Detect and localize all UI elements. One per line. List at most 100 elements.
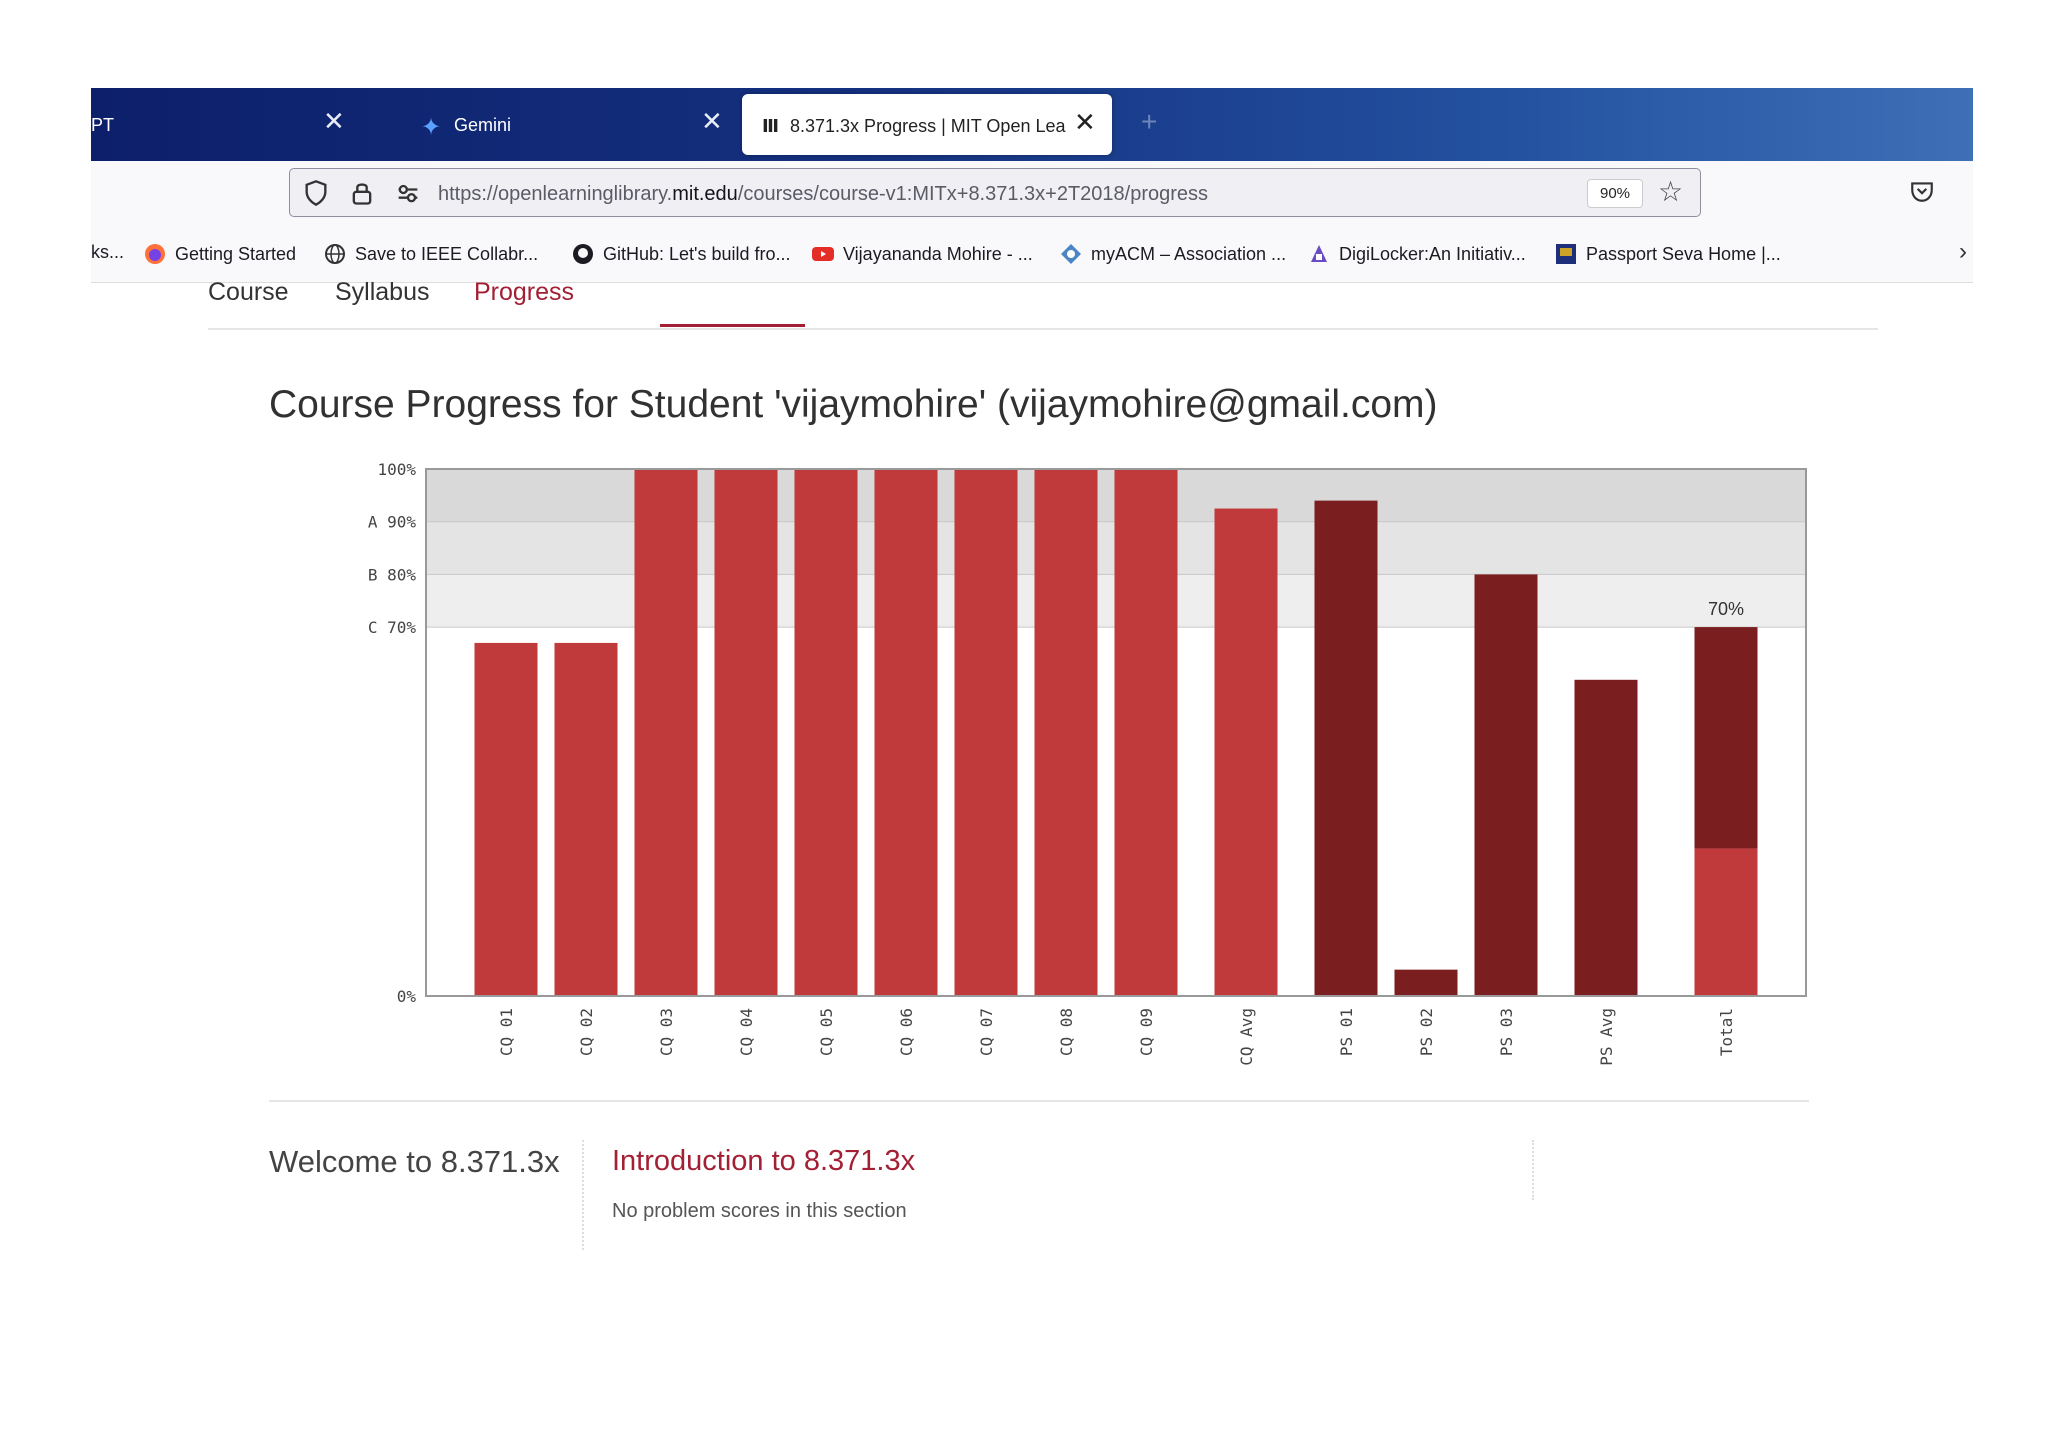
bookmark-item[interactable]: Passport Seva Home |...	[1554, 242, 1781, 266]
tab-title: 8.371.3x Progress | MIT Open Lea	[790, 116, 1066, 136]
acm-icon	[1061, 244, 1081, 264]
column-separator	[1532, 1140, 1534, 1200]
tab-chatgpt[interactable]: PT ✕	[91, 88, 391, 161]
bookmark-label: Save to IEEE Collabr...	[355, 243, 539, 264]
x-tick-label: CQ 05	[817, 1008, 836, 1056]
bookmark-label: Getting Started	[175, 243, 297, 264]
address-bar[interactable]: https://openlearninglibrary.mit.edu/cour…	[289, 168, 1701, 217]
github-icon	[573, 244, 593, 264]
close-icon[interactable]: ✕	[701, 106, 723, 136]
permissions-icon[interactable]	[394, 179, 422, 207]
y-tick-label: 0%	[397, 987, 417, 1006]
chevron-right-icon[interactable]: ›	[1959, 238, 1967, 265]
shield-icon[interactable]	[302, 179, 330, 207]
y-tick-label: C 70%	[368, 618, 417, 637]
url-prefix: https://openlearninglibrary.	[438, 183, 673, 205]
passport-icon	[1556, 244, 1576, 264]
close-icon[interactable]: ✕	[323, 106, 345, 136]
y-tick-label: B 80%	[368, 565, 417, 584]
bookmark-label: myACM – Association ...	[1091, 243, 1287, 264]
bookmark-label: GitHub: Let's build fro...	[603, 243, 791, 264]
section-divider	[269, 1100, 1809, 1102]
bar	[1034, 469, 1098, 996]
bookmark-label: Vijayananda Mohire - ...	[843, 243, 1033, 264]
x-tick-label: CQ Avg	[1237, 1008, 1256, 1066]
bar	[554, 642, 618, 996]
section-link[interactable]: Introduction to 8.371.3x	[612, 1145, 916, 1177]
section-note: No problem scores in this section	[612, 1200, 907, 1222]
bookmark-item[interactable]: DigiLocker:An Initiativ...	[1307, 242, 1526, 266]
total-label: 70%	[1708, 599, 1744, 619]
bar	[474, 642, 538, 996]
bar	[714, 469, 778, 996]
x-tick-label: Total	[1717, 1008, 1736, 1056]
column-separator	[582, 1140, 584, 1250]
x-tick-label: PS Avg	[1597, 1008, 1616, 1066]
bookmark-item[interactable]: myACM – Association ...	[1059, 242, 1286, 266]
bookmark-label: DigiLocker:An Initiativ...	[1339, 243, 1526, 264]
bar	[1114, 469, 1178, 996]
url-path: /courses/course-v1:MITx+8.371.3x+2T2018/…	[737, 183, 1209, 205]
bar	[1394, 969, 1458, 996]
bar	[1574, 679, 1638, 996]
digilocker-icon	[1311, 245, 1327, 262]
course-tabs: Course Syllabus Progress	[208, 276, 1878, 330]
page-title: Course Progress for Student 'vijaymohire…	[269, 383, 1438, 426]
tab-course[interactable]: Course	[208, 278, 289, 306]
chapter-title: Welcome to 8.371.3x	[269, 1144, 560, 1179]
y-tick-label: 100%	[377, 460, 416, 479]
bookmark-item[interactable]: Getting Started	[143, 242, 296, 266]
bookmark-star-icon[interactable]: ☆	[1658, 176, 1684, 207]
x-tick-label: CQ 06	[897, 1008, 916, 1056]
x-tick-label: CQ 08	[1057, 1008, 1076, 1056]
bookmark-item[interactable]: Vijayananda Mohire - ...	[811, 242, 1033, 266]
new-tab-icon[interactable]: +	[1141, 106, 1158, 137]
x-tick-label: PS 02	[1417, 1008, 1436, 1056]
tab-syllabus[interactable]: Syllabus	[335, 278, 430, 306]
bar	[1474, 574, 1538, 996]
bookmark-item[interactable]: Save to IEEE Collabr...	[323, 242, 538, 266]
url-domain: mit.edu	[672, 183, 738, 205]
bookmark-item[interactable]: GitHub: Let's build fro...	[571, 242, 791, 266]
x-tick-label: CQ 03	[657, 1008, 676, 1056]
pocket-icon[interactable]	[1909, 178, 1935, 204]
tab-gemini[interactable]: ✦ Gemini ✕	[371, 88, 771, 161]
x-tick-label: PS 03	[1497, 1008, 1516, 1056]
tab-progress[interactable]: Progress	[474, 278, 575, 306]
bar	[1314, 500, 1378, 996]
tab-title: Gemini	[454, 115, 512, 135]
x-tick-label: CQ 01	[497, 1008, 516, 1056]
bookmarks-toolbar: ks... Getting Started Save to IEEE Colla…	[91, 224, 1973, 283]
gemini-icon: ✦	[421, 114, 442, 141]
lock-icon[interactable]	[348, 179, 376, 207]
bar	[794, 469, 858, 996]
active-tab-indicator	[660, 324, 805, 327]
tab-title: PT	[91, 115, 115, 135]
youtube-icon	[812, 247, 834, 261]
x-tick-label: PS 01	[1337, 1008, 1356, 1056]
bar	[634, 469, 698, 996]
y-tick-label: A 90%	[368, 513, 417, 532]
bookmark-label: Passport Seva Home |...	[1586, 243, 1781, 264]
tab-bar: PT ✕ ✦ Gemini ✕ Ⅲ 8.371.3x Progress | MI…	[91, 88, 1973, 161]
url-text[interactable]: https://openlearninglibrary.mit.edu/cour…	[438, 183, 1208, 206]
tab-progress[interactable]: Ⅲ 8.371.3x Progress | MIT Open Lea ✕	[742, 94, 1112, 155]
browser-window: PT ✕ ✦ Gemini ✕ Ⅲ 8.371.3x Progress | MI…	[91, 88, 1973, 283]
bar-total-cq	[1694, 848, 1758, 996]
firefox-icon	[145, 244, 165, 264]
x-tick-label: CQ 04	[737, 1008, 756, 1056]
bookmark-item[interactable]: ks...	[91, 242, 124, 263]
mit-icon: Ⅲ	[762, 116, 780, 136]
bar-total-ps	[1694, 627, 1758, 849]
plot-border	[425, 468, 1807, 997]
x-tick-label: CQ 02	[577, 1008, 596, 1056]
x-tick-label: CQ 07	[977, 1008, 996, 1056]
x-tick-label: CQ 09	[1137, 1008, 1156, 1056]
bar	[874, 469, 938, 996]
progress-chart: 100% A 90% B 80% C 70% 0% CQ 01 CQ 02 CQ 03 CQ 0…	[368, 460, 1807, 1066]
zoom-indicator[interactable]: 90%	[1587, 179, 1643, 208]
globe-icon	[325, 244, 345, 264]
nav-bar: https://openlearninglibrary.mit.edu/cour…	[91, 161, 1973, 224]
bar	[954, 469, 1018, 996]
close-icon[interactable]: ✕	[1074, 107, 1096, 137]
